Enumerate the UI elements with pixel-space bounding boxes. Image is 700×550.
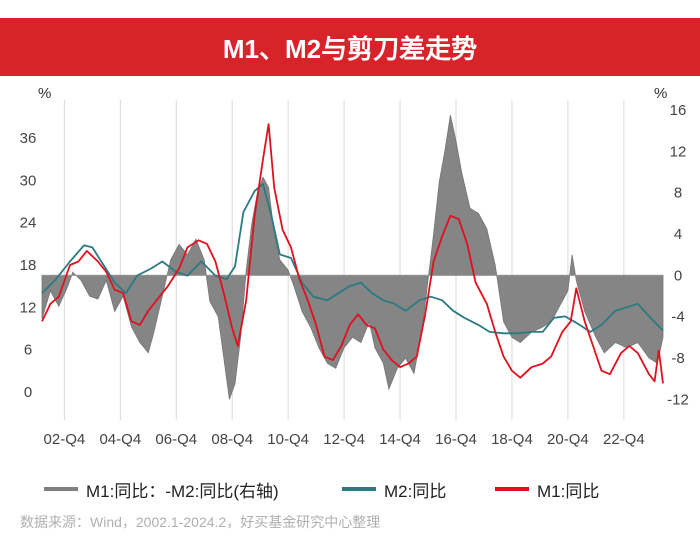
legend-swatch-m1: [495, 487, 529, 491]
legend-label-m2: M2:同比: [384, 481, 447, 501]
x-tick-label: 20-Q4: [547, 431, 589, 448]
left-tick-label: 0: [24, 384, 32, 401]
right-tick-label: -8: [671, 350, 684, 367]
legend-label-m1: M1:同比: [537, 481, 600, 501]
right-tick-label: 8: [674, 185, 682, 202]
source-note: 数据来源：Wind，2002.1-2024.2，好买基金研究中心整理: [20, 514, 381, 530]
right-tick-label: 12: [670, 143, 687, 160]
right-tick-label: 16: [670, 102, 687, 119]
gap-area: [41, 115, 664, 400]
left-tick-label: 36: [20, 130, 37, 147]
m2-line: [41, 183, 664, 335]
x-tick-label: 12-Q4: [323, 431, 365, 448]
line-series: [41, 123, 664, 384]
gap-area-series: [41, 115, 664, 400]
left-tick-label: 6: [24, 342, 32, 359]
x-tick-label: 08-Q4: [211, 431, 253, 448]
legend-label-gap: M1:同比：-M2:同比(右轴): [86, 481, 279, 501]
legend-item-m1: M1:同比: [495, 477, 599, 502]
x-tick-label: 10-Q4: [267, 431, 309, 448]
left-tick-label: 30: [20, 172, 37, 189]
right-axis-unit: %: [654, 85, 667, 102]
m1-line: [41, 123, 664, 384]
legend-item-gap: M1:同比：-M2:同比(右轴): [44, 477, 279, 502]
right-tick-label: 4: [674, 226, 682, 243]
left-tick-label: 12: [20, 299, 37, 316]
x-tick-label: 14-Q4: [379, 431, 421, 448]
left-axis-unit: %: [38, 85, 51, 102]
x-tick-label: 06-Q4: [155, 431, 197, 448]
x-tick-label: 16-Q4: [435, 431, 477, 448]
left-tick-label: 24: [20, 215, 37, 232]
right-tick-label: -4: [671, 309, 684, 326]
axes: 02-Q4 04-Q4 06-Q4 08-Q4 10-Q4 12-Q4 14-Q4 16-Q4…: [20, 102, 689, 448]
x-tick-label: 04-Q4: [99, 431, 141, 448]
x-tick-label: 22-Q4: [603, 431, 645, 448]
legend-swatch-gap: [44, 487, 78, 491]
chart-area: 02-Q4 04-Q4 06-Q4 08-Q4 10-Q4 12-Q4 14-Q4 16-Q4…: [20, 85, 689, 448]
legend: M1:同比：-M2:同比(右轴) M2:同比 M1:同比: [0, 474, 700, 504]
legend-swatch-m2: [342, 487, 376, 491]
left-tick-label: 18: [20, 257, 37, 274]
x-tick-label: 02-Q4: [44, 431, 86, 448]
grid: [63, 100, 625, 420]
legend-item-m2: M2:同比: [342, 477, 446, 502]
right-tick-label: 0: [674, 267, 682, 284]
right-tick-label: -12: [667, 391, 689, 408]
x-tick-label: 18-Q4: [491, 431, 533, 448]
chart-title: M1、M2与剪刀差走势: [0, 18, 700, 76]
